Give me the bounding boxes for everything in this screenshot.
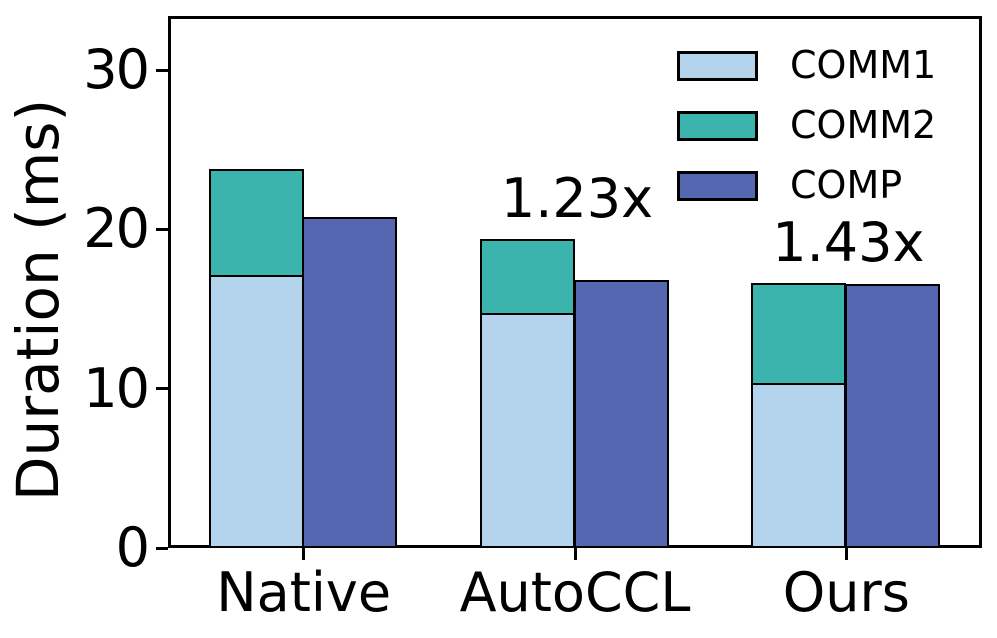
y-tick-0	[156, 546, 168, 550]
legend-entry-comm2: COMM2	[677, 103, 937, 147]
bar-native-comp	[302, 216, 398, 548]
x-tick-label-ours: Ours	[782, 561, 910, 624]
legend-entry-comp: COMP	[677, 163, 936, 207]
y-axis-label: Duration (ms)	[4, 98, 72, 502]
y-tick-label-20: 20	[83, 197, 150, 261]
x-tick-native	[302, 548, 306, 560]
y-tick-label-0: 0	[115, 516, 150, 579]
x-tick-label-native: Native	[216, 561, 392, 624]
bar-autoccl-comm2	[480, 238, 575, 316]
y-tick-label-10: 10	[83, 356, 150, 420]
bar-ours-comp	[844, 283, 940, 548]
legend-swatch-comp	[677, 170, 758, 201]
legend: COMM1 COMM2 COMP	[677, 43, 937, 207]
y-tick-30	[156, 68, 168, 72]
y-tick-20	[156, 227, 168, 231]
speedup-annotation-autoccl: 1.23x	[500, 166, 654, 230]
x-tick-label-autoccl: AutoCCL	[459, 561, 691, 624]
y-tick-label-30: 30	[83, 38, 150, 102]
x-tick-autoccl	[573, 548, 577, 560]
legend-swatch-comm2	[677, 110, 758, 141]
legend-swatch-comm1	[677, 50, 758, 81]
speedup-annotation-ours: 1.43x	[772, 210, 925, 274]
legend-label-comp: COMP	[790, 163, 903, 207]
bar-ours-comm1	[751, 382, 847, 548]
legend-label-comm2: COMM2	[790, 103, 937, 147]
bar-native-comm1	[208, 274, 304, 548]
bar-ours-comm2	[751, 282, 847, 386]
bar-native-comm2	[208, 168, 304, 278]
x-tick-ours	[844, 548, 848, 560]
bar-autoccl-comm1	[480, 312, 575, 548]
y-tick-10	[156, 387, 168, 391]
bar-autoccl-comp	[573, 280, 669, 548]
legend-entry-comm1: COMM1	[677, 43, 937, 87]
legend-label-comm1: COMM1	[790, 43, 937, 87]
